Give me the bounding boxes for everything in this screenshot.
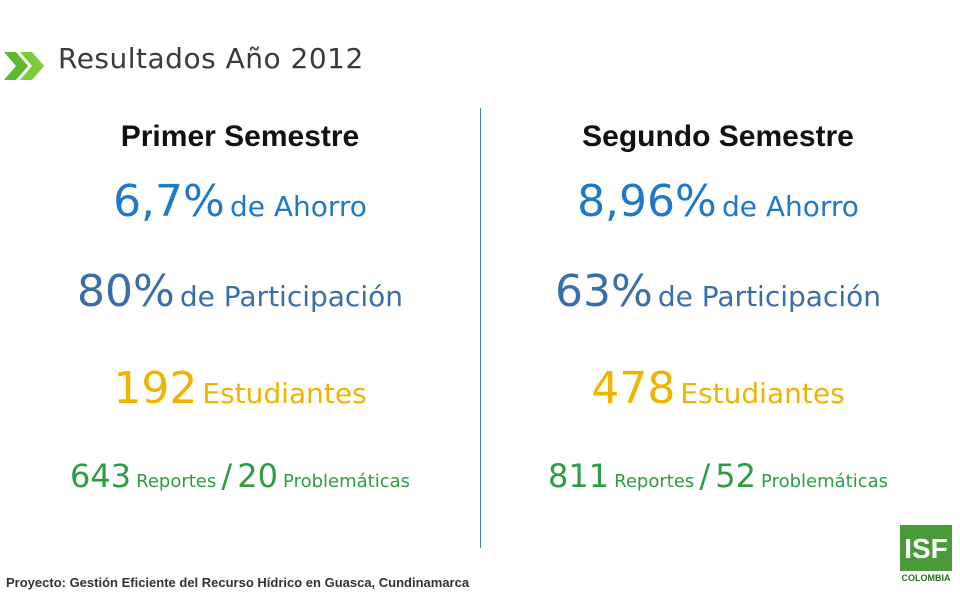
- column: Segundo Semestre 8,96% de Ahorro 63% de Pa…: [478, 112, 958, 516]
- reports-count-label: Problemáticas: [283, 471, 411, 492]
- reports-label: Reportes: [614, 471, 695, 492]
- column-heading: Primer Semestre: [120, 120, 360, 153]
- savings-row: 8,96% de Ahorro: [478, 162, 958, 242]
- participation-row: 63% de Participación: [478, 242, 958, 342]
- logo-subtitle: COLOMBIA: [902, 573, 951, 583]
- reports-value: 643: [69, 457, 132, 495]
- savings-value: 6,7%: [113, 176, 225, 227]
- savings-value: 8,96%: [577, 176, 717, 227]
- students-row: 478 Estudiantes: [478, 342, 958, 436]
- savings-label: de Ahorro: [229, 190, 367, 223]
- logo-text: ISF: [904, 533, 948, 564]
- reports-count-label: Problemáticas: [761, 471, 889, 492]
- reports-row: 643 Reportes / 20 Problemáticas: [0, 436, 480, 516]
- reports-row: 811 Reportes / 52 Problemáticas: [478, 436, 958, 516]
- savings-row: 6,7% de Ahorro: [0, 162, 480, 242]
- students-value: 192: [113, 363, 198, 414]
- reports-separator: /: [221, 457, 233, 495]
- participation-label: de Participación: [657, 280, 881, 313]
- participation-label: de Participación: [179, 280, 403, 313]
- students-label: Estudiantes: [680, 377, 845, 410]
- logo: ISF COLOMBIA: [900, 525, 952, 583]
- column-heading: Segundo Semestre: [582, 120, 854, 153]
- reports-count: 52: [715, 457, 756, 495]
- divider: [480, 108, 481, 548]
- participation-value: 80%: [76, 266, 175, 317]
- participation-value: 63%: [554, 266, 653, 317]
- savings-label: de Ahorro: [721, 190, 859, 223]
- students-value: 478: [591, 363, 676, 414]
- column: Primer Semestre 6,7% de Ahorro 80% de Part…: [0, 112, 480, 516]
- reports-count: 20: [237, 457, 278, 495]
- students-row: 192 Estudiantes: [0, 342, 480, 436]
- reports-separator: /: [699, 457, 711, 495]
- chevron-icon: [4, 52, 44, 80]
- footer: Proyecto: Gestión Eficiente del Recurso …: [6, 575, 470, 590]
- participation-row: 80% de Participación: [0, 242, 480, 342]
- reports-label: Reportes: [136, 471, 217, 492]
- students-label: Estudiantes: [202, 377, 367, 410]
- title: Resultados Año 2012: [58, 42, 364, 75]
- reports-value: 811: [547, 457, 610, 495]
